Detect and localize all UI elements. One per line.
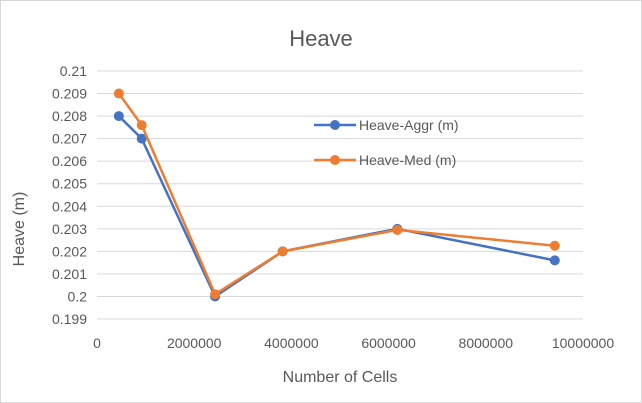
y-tick-label: 0.202 <box>52 243 87 259</box>
data-point <box>277 246 288 257</box>
y-tick-label: 0.21 <box>60 63 87 79</box>
y-tick-label: 0.208 <box>52 108 87 124</box>
y-tick-label: 0.205 <box>52 176 87 192</box>
x-axis-label: Number of Cells <box>283 369 398 386</box>
legend-marker-1 <box>330 120 340 130</box>
data-point <box>136 120 147 131</box>
y-tick-label: 0.203 <box>52 221 87 237</box>
y-axis-label: Heave (m) <box>11 192 28 267</box>
data-point <box>136 133 147 144</box>
y-tick-label: 0.206 <box>52 153 87 169</box>
legend-label-2: Heave-Med (m) <box>359 152 456 168</box>
y-tick-label: 0.207 <box>52 131 87 147</box>
x-tick-label: 0 <box>93 335 101 351</box>
x-tick-label: 2000000 <box>167 335 222 351</box>
y-tick-label: 0.204 <box>52 198 87 214</box>
grid-layer <box>97 70 583 320</box>
data-point <box>113 111 124 122</box>
data-point <box>549 255 560 266</box>
y-tick-label: 0.2 <box>68 288 88 304</box>
y-tick-label: 0.199 <box>52 311 87 327</box>
legend: Heave-Aggr (m) Heave-Med (m) <box>314 117 459 168</box>
x-tick-label: 10000000 <box>552 335 615 351</box>
y-tick-label: 0.201 <box>52 266 87 282</box>
legend-marker-2 <box>330 155 340 165</box>
x-tick-label: 6000000 <box>361 335 416 351</box>
series-line-2 <box>117 92 555 296</box>
x-tick-label: 8000000 <box>459 335 514 351</box>
x-tick-label: 4000000 <box>264 335 319 351</box>
y-tick-label: 0.209 <box>52 86 87 102</box>
data-point <box>392 224 403 235</box>
legend-label-1: Heave-Aggr (m) <box>359 117 459 133</box>
data-point <box>210 289 221 300</box>
axis-layer: 0.199 0.2 0.201 0.202 0.203 0.204 0.205 0.206 0.… <box>52 63 614 351</box>
data-point <box>549 240 560 251</box>
series-layer <box>113 88 560 302</box>
data-point <box>113 88 124 99</box>
chart-title: Heave <box>289 26 353 51</box>
